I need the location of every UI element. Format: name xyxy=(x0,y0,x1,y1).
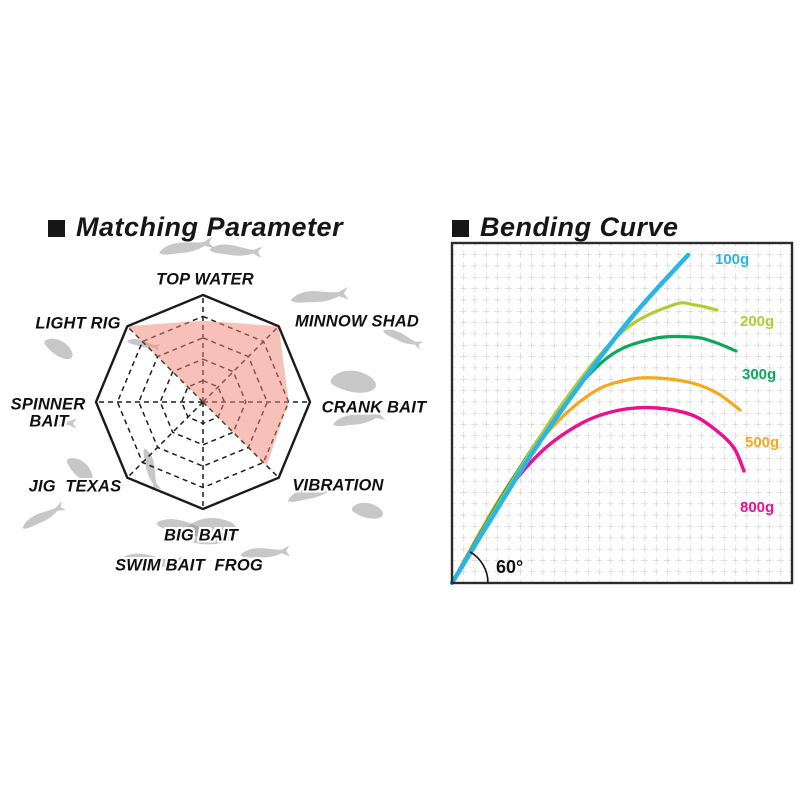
lure-silhouette-icon xyxy=(381,326,424,350)
bend-series: 800g 500g 300g 200g 100g xyxy=(449,251,779,586)
plot-grid xyxy=(452,243,792,583)
heading-square-icon xyxy=(48,220,65,237)
matching-parameter-heading: Matching Parameter xyxy=(48,212,343,243)
lure-silhouette-icon xyxy=(63,452,98,485)
lure-silhouette-icon xyxy=(332,408,386,430)
radar-chart xyxy=(94,293,312,511)
angle-label: 60° xyxy=(496,557,523,577)
series-label-500g: 500g xyxy=(745,434,779,451)
matching-parameter-heading-text: Matching Parameter xyxy=(76,212,344,242)
lure-silhouette-icon xyxy=(209,243,263,259)
lure-silhouette-icon xyxy=(41,333,77,363)
lure-silhouette-icon xyxy=(20,501,67,533)
curve-100g xyxy=(449,252,691,586)
radar-ring xyxy=(159,358,247,446)
bending-chart: 800g 500g 300g 200g 100g 60° xyxy=(449,241,794,586)
lure-silhouette-icon xyxy=(290,286,349,306)
radar-value-area xyxy=(127,320,289,466)
bending-curve-heading-text: Bending Curve xyxy=(480,212,679,242)
angle-arc xyxy=(469,551,489,584)
bending-curve-heading: Bending Curve xyxy=(452,212,679,243)
lure-silhouette-icon xyxy=(286,478,343,506)
lure-silhouette-icon xyxy=(29,416,77,429)
series-label-200g: 200g xyxy=(740,313,774,330)
lure-silhouette-icon xyxy=(119,552,184,571)
lure-silhouette-icon xyxy=(329,368,378,395)
heading-square-icon xyxy=(452,220,469,237)
series-label-300g: 300g xyxy=(742,366,776,383)
lure-silhouette-icon xyxy=(350,500,385,521)
series-label-800g: 800g xyxy=(740,499,774,516)
radar-outline xyxy=(94,293,312,511)
lure-silhouette-icon xyxy=(240,545,291,560)
radar-ring xyxy=(116,315,290,489)
plot-border xyxy=(450,241,794,585)
series-label-100g: 100g xyxy=(715,251,749,268)
